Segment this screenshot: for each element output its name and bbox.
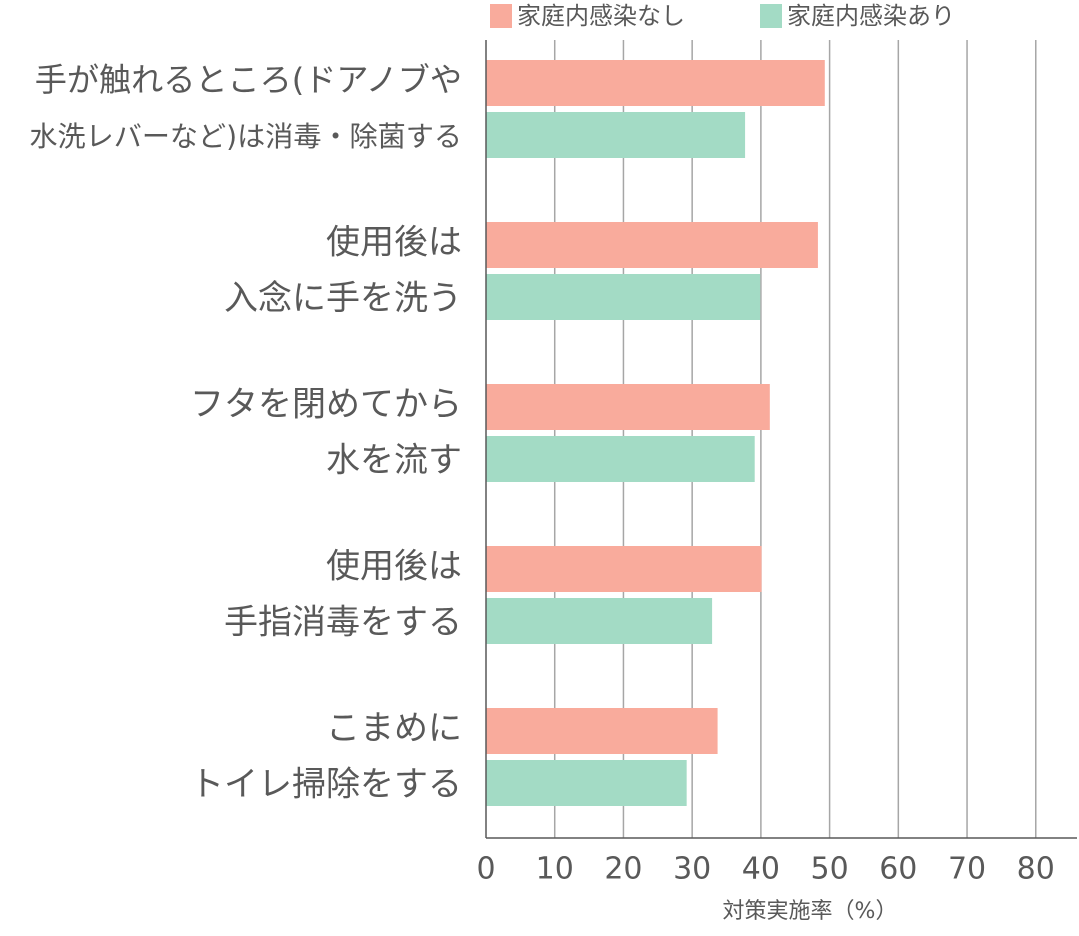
y-tick-label: トイレ掃除をする (190, 765, 462, 805)
x-tick-label: 50 (811, 852, 849, 887)
x-tick-label: 30 (673, 852, 711, 887)
x-tick-label: 70 (948, 852, 986, 887)
bar (486, 112, 746, 158)
bar (486, 274, 761, 320)
bar (486, 384, 770, 430)
bar (486, 546, 762, 592)
y-tick-label: 水を流す (326, 441, 462, 481)
bar (486, 760, 687, 806)
legend-swatch (490, 4, 512, 28)
bar (486, 598, 713, 644)
x-tick-label: 40 (742, 852, 780, 887)
x-tick-label: 80 (1017, 852, 1055, 887)
y-tick-label: 水洗レバーなど)は消毒・除菌する (29, 120, 462, 153)
y-tick-label: 使用後は (326, 223, 462, 263)
y-tick-label: 手指消毒をする (224, 603, 462, 643)
bar (486, 436, 755, 482)
legend-label: 家庭内感染あり (787, 2, 955, 30)
x-tick-label: 60 (879, 852, 917, 887)
x-tick-label: 20 (604, 852, 642, 887)
x-axis-label: 対策実施率（%） (723, 899, 898, 924)
y-tick-label: 入念に手を洗う (224, 279, 462, 319)
bar (486, 60, 825, 106)
legend-label: 家庭内感染なし (517, 2, 685, 30)
bar (486, 222, 818, 268)
x-tick-label: 0 (476, 852, 495, 887)
legend-swatch (760, 4, 782, 28)
y-tick-label: 手が触れるところ(ドアノブや (35, 61, 462, 99)
bar (486, 708, 718, 754)
y-tick-label: フタを閉めてから (190, 385, 462, 425)
y-tick-label: こまめに (326, 709, 462, 749)
y-tick-label: 使用後は (326, 547, 462, 587)
x-tick-label: 10 (536, 852, 574, 887)
